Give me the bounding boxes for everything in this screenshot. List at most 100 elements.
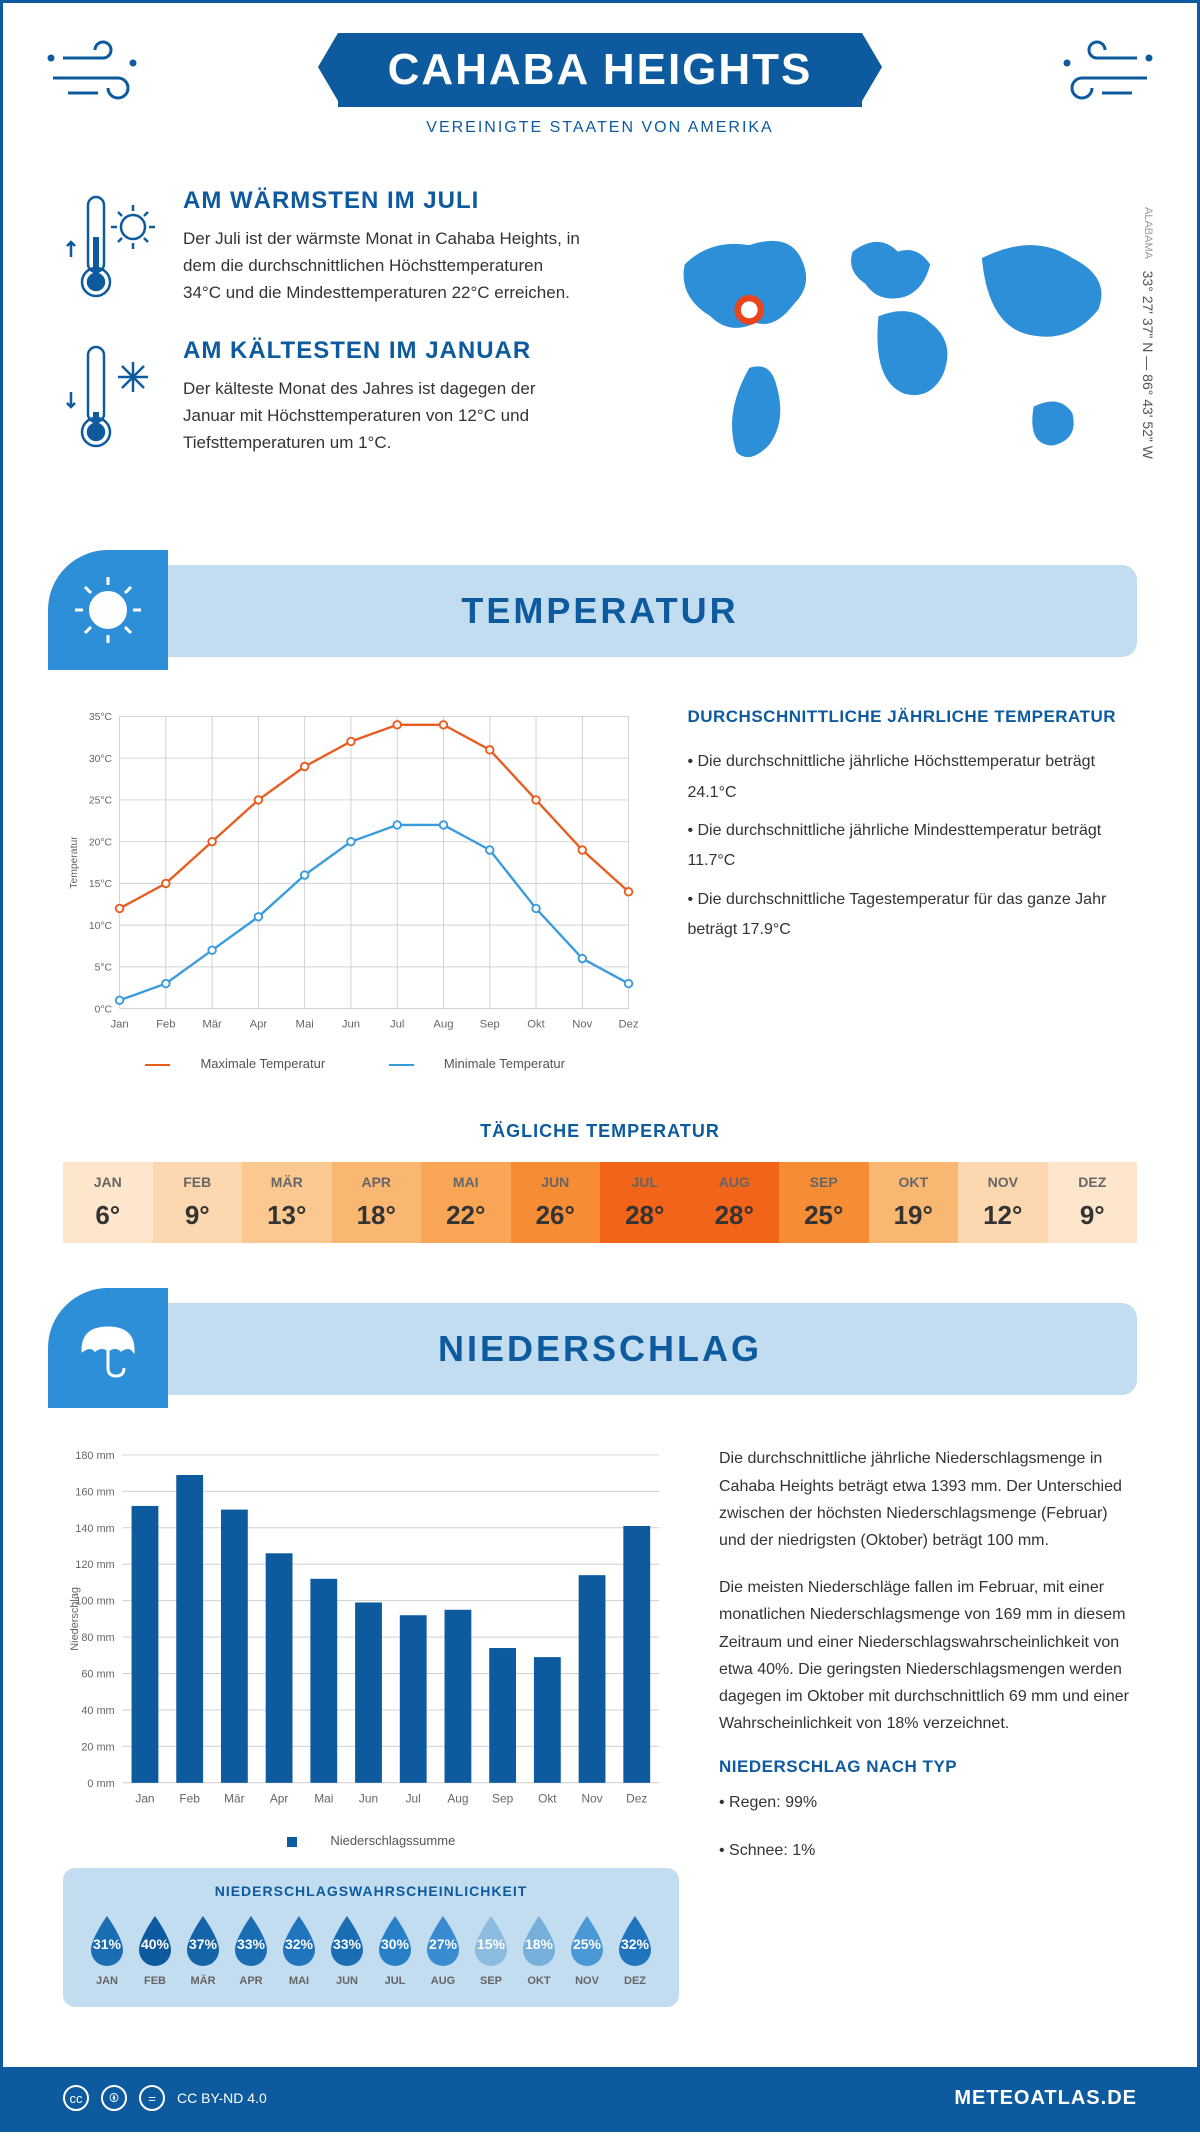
svg-text:Jan: Jan [110, 1019, 128, 1031]
probability-drop: 27%AUG [419, 1914, 467, 1987]
svg-text:Jul: Jul [390, 1019, 404, 1031]
cc-icon: cc [63, 2085, 89, 2111]
temp-cell: SEP25° [779, 1162, 869, 1243]
svg-text:Mai: Mai [314, 1792, 333, 1806]
page-subtitle: VEREINIGTE STAATEN VON AMERIKA [3, 119, 1197, 137]
svg-text:Mär: Mär [224, 1792, 245, 1806]
probability-drop: 32%MAI [275, 1914, 323, 1987]
probability-drop: 18%OKT [515, 1914, 563, 1987]
by-icon: 🅯 [101, 2085, 127, 2111]
svg-text:Temperatur: Temperatur [69, 836, 80, 889]
precip-para: Die meisten Niederschläge fallen im Febr… [719, 1574, 1137, 1737]
svg-text:160 mm: 160 mm [75, 1487, 114, 1499]
temp-stat: • Die durchschnittliche jährliche Höchst… [687, 747, 1137, 808]
precipitation-title: NIEDERSCHLAG [63, 1328, 1137, 1370]
license-text: CC BY-ND 4.0 [177, 2090, 267, 2106]
probability-drop: 25%NOV [563, 1914, 611, 1987]
temp-cell: JAN6° [63, 1162, 153, 1243]
temperature-section-header: TEMPERATUR [63, 565, 1137, 657]
svg-text:Aug: Aug [447, 1792, 468, 1806]
svg-text:Jun: Jun [342, 1019, 360, 1031]
svg-text:10°C: 10°C [89, 921, 113, 932]
probability-drop: 32%DEZ [611, 1914, 659, 1987]
temp-stat: • Die durchschnittliche jährliche Mindes… [687, 816, 1137, 877]
precip-para: Die durchschnittliche jährliche Niedersc… [719, 1445, 1137, 1554]
svg-text:Apr: Apr [270, 1792, 289, 1806]
svg-text:30°C: 30°C [89, 754, 113, 765]
nd-icon: = [139, 2085, 165, 2111]
svg-text:100 mm: 100 mm [75, 1596, 114, 1608]
temp-cell: OKT19° [869, 1162, 959, 1243]
svg-text:20°C: 20°C [89, 838, 113, 849]
svg-text:Feb: Feb [179, 1792, 200, 1806]
warmest-block: AM WÄRMSTEN IM JULI Der Juli ist der wär… [63, 187, 580, 307]
svg-text:40 mm: 40 mm [81, 1705, 114, 1717]
temp-cell: JUN26° [511, 1162, 601, 1243]
thermometer-hot-icon [63, 187, 163, 307]
svg-text:Apr: Apr [250, 1019, 268, 1031]
precipitation-bar-chart: 0 mm20 mm40 mm60 mm80 mm100 mm120 mm140 … [63, 1445, 679, 1823]
svg-text:35°C: 35°C [89, 712, 113, 723]
footer: cc 🅯 = CC BY-ND 4.0 METEOATLAS.DE [3, 2067, 1197, 2129]
coldest-title: AM KÄLTESTEN IM JANUAR [183, 337, 580, 365]
probability-drop: 37%MÄR [179, 1914, 227, 1987]
thermometer-cold-icon [63, 337, 163, 457]
svg-text:180 mm: 180 mm [75, 1450, 114, 1462]
site-name: METEOATLAS.DE [954, 2087, 1137, 2110]
svg-text:Niederschlag: Niederschlag [69, 1588, 81, 1652]
temperature-line-chart: 0°C5°C10°C15°C20°C25°C30°C35°CJanFebMärA… [63, 707, 647, 1046]
precipitation-section-header: NIEDERSCHLAG [63, 1303, 1137, 1395]
daily-temp-title: TÄGLICHE TEMPERATUR [63, 1121, 1137, 1142]
svg-text:140 mm: 140 mm [75, 1523, 114, 1535]
probability-drop: 33%JUN [323, 1914, 371, 1987]
temp-cell: DEZ9° [1048, 1162, 1138, 1243]
header: CAHABA HEIGHTS VEREINIGTE STAATEN VON AM… [3, 3, 1197, 147]
svg-text:80 mm: 80 mm [81, 1633, 114, 1645]
precip-type: • Schnee: 1% [719, 1837, 1137, 1864]
temperature-title: TEMPERATUR [63, 590, 1137, 632]
svg-text:Dez: Dez [626, 1792, 647, 1806]
warmest-title: AM WÄRMSTEN IM JULI [183, 187, 580, 215]
svg-text:0°C: 0°C [95, 1005, 113, 1016]
temp-stats-title: DURCHSCHNITTLICHE JÄHRLICHE TEMPERATUR [687, 707, 1137, 727]
daily-temp-table: JAN6°FEB9°MÄR13°APR18°MAI22°JUN26°JUL28°… [63, 1162, 1137, 1243]
precip-type: • Regen: 99% [719, 1789, 1137, 1816]
svg-text:Dez: Dez [619, 1019, 639, 1031]
umbrella-icon [48, 1288, 168, 1408]
coldest-text: Der kälteste Monat des Jahres ist dagege… [183, 375, 580, 457]
wind-icon [1037, 33, 1157, 113]
svg-text:0 mm: 0 mm [87, 1778, 114, 1790]
probability-drop: 30%JUL [371, 1914, 419, 1987]
temp-stat: • Die durchschnittliche Tagestemperatur … [687, 885, 1137, 946]
svg-text:Mär: Mär [202, 1019, 222, 1031]
svg-text:Mai: Mai [296, 1019, 314, 1031]
svg-text:Feb: Feb [156, 1019, 175, 1031]
temp-cell: MÄR13° [242, 1162, 332, 1243]
svg-text:Jul: Jul [406, 1792, 421, 1806]
svg-text:Nov: Nov [581, 1792, 602, 1806]
svg-text:120 mm: 120 mm [75, 1560, 114, 1572]
probability-drop: 31%JAN [83, 1914, 131, 1987]
probability-drop: 15%SEP [467, 1914, 515, 1987]
svg-text:Okt: Okt [538, 1792, 557, 1806]
svg-text:Nov: Nov [572, 1019, 592, 1031]
svg-text:Jan: Jan [135, 1792, 154, 1806]
svg-text:Jun: Jun [359, 1792, 378, 1806]
svg-text:Sep: Sep [480, 1019, 500, 1031]
temp-cell: NOV12° [958, 1162, 1048, 1243]
svg-text:Sep: Sep [492, 1792, 514, 1806]
temp-cell: MAI22° [421, 1162, 511, 1243]
svg-text:Aug: Aug [433, 1019, 453, 1031]
world-map: ALABAMA 33° 27' 37" N — 86° 43' 52" W [620, 187, 1137, 515]
page-title: CAHABA HEIGHTS [338, 33, 863, 107]
coordinates: ALABAMA 33° 27' 37" N — 86° 43' 52" W [1137, 207, 1157, 459]
coldest-block: AM KÄLTESTEN IM JANUAR Der kälteste Mona… [63, 337, 580, 457]
precipitation-legend: Niederschlagssumme [63, 1833, 679, 1848]
svg-text:60 mm: 60 mm [81, 1669, 114, 1681]
wind-icon [43, 33, 163, 113]
svg-text:15°C: 15°C [89, 879, 113, 890]
warmest-text: Der Juli ist der wärmste Monat in Cahaba… [183, 225, 580, 307]
svg-text:25°C: 25°C [89, 796, 113, 807]
temp-cell: AUG28° [690, 1162, 780, 1243]
probability-drop: 33%APR [227, 1914, 275, 1987]
